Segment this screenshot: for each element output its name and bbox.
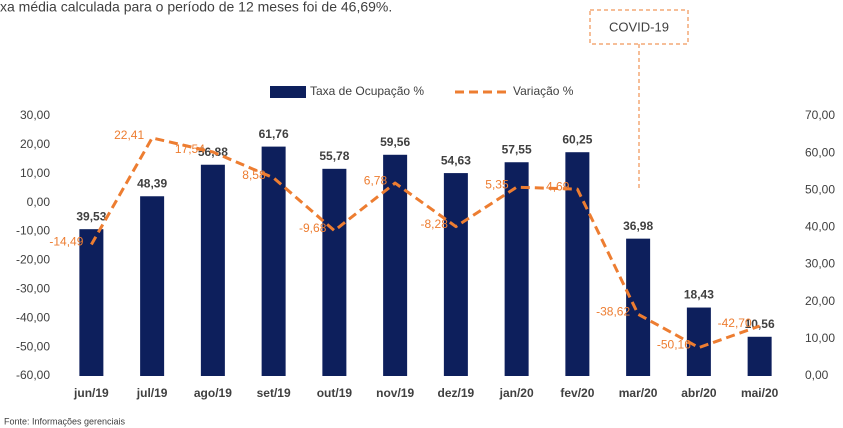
bar-value-label: 59,56 <box>380 135 410 149</box>
bar-value-label: 54,63 <box>441 153 471 167</box>
line-value-label: 6,78 <box>364 173 388 187</box>
subtitle: xa média calculada para o período de 12 … <box>0 0 392 15</box>
bar <box>626 238 651 376</box>
x-tick-label: jun/19 <box>73 386 109 400</box>
bar <box>79 229 104 376</box>
line-value-label: 5,35 <box>485 177 509 191</box>
bar <box>261 146 286 376</box>
line-value-label: 8,58 <box>242 168 266 182</box>
y-tick-label: 0,00 <box>27 195 51 209</box>
y-tick-label: 30,00 <box>20 108 50 122</box>
y2-tick-label: 70,00 <box>805 108 835 122</box>
y-tick-label: -40,00 <box>16 310 50 324</box>
x-tick-label: out/19 <box>317 386 353 400</box>
line-value-label: -8,28 <box>421 217 449 231</box>
x-tick-label: abr/20 <box>681 386 717 400</box>
bar <box>322 168 347 376</box>
y-tick-label: -10,00 <box>16 224 50 238</box>
line-value-label: -50,16 <box>657 338 691 352</box>
line-value-label: 17,54 <box>175 142 205 156</box>
legend-label: Taxa de Ocupação % <box>310 84 424 98</box>
y2-tick-label: 10,00 <box>805 331 835 345</box>
y-tick-label: -50,00 <box>16 339 50 353</box>
x-tick-label: dez/19 <box>438 386 475 400</box>
bar-value-label: 36,98 <box>623 219 653 233</box>
bar-value-label: 57,55 <box>502 142 532 156</box>
x-tick-label: jan/20 <box>499 386 534 400</box>
annotation: COVID-19 <box>609 19 669 34</box>
bar <box>443 173 468 376</box>
y-tick-label: -30,00 <box>16 282 50 296</box>
bar-value-label: 61,76 <box>259 127 289 141</box>
line-value-label: -9,68 <box>299 221 327 235</box>
legend-swatch <box>270 86 306 98</box>
bar-value-label: 48,39 <box>137 176 167 190</box>
bar <box>383 154 408 376</box>
bar <box>200 164 225 376</box>
legend-label: Variação % <box>513 84 574 98</box>
bar <box>504 162 529 376</box>
line-value-label: 4,69 <box>546 179 570 193</box>
y2-tick-label: 20,00 <box>805 294 835 308</box>
annotation-box <box>589 9 689 45</box>
y2-tick-label: 60,00 <box>805 145 835 159</box>
x-tick-label: ago/19 <box>194 386 232 400</box>
bar-value-label: 60,25 <box>562 132 592 146</box>
line-value-label: -14,49 <box>49 235 83 249</box>
source: Fonte: Informações gerenciais <box>4 416 126 426</box>
x-tick-label: set/19 <box>257 386 291 400</box>
line-value-label: 22,41 <box>114 128 144 142</box>
bar-value-label: 18,43 <box>684 288 714 302</box>
line-value-label: -38,62 <box>596 304 630 318</box>
bar-value-label: 10,56 <box>745 317 775 331</box>
y-tick-label: -20,00 <box>16 253 50 267</box>
bar-value-label: 39,53 <box>76 209 106 223</box>
y2-tick-label: 30,00 <box>805 257 835 271</box>
y-tick-label: 10,00 <box>20 166 50 180</box>
bar <box>747 336 772 376</box>
x-tick-label: fev/20 <box>560 386 594 400</box>
y2-tick-label: 40,00 <box>805 220 835 234</box>
line <box>90 136 761 350</box>
x-tick-label: nov/19 <box>376 386 414 400</box>
x-tick-label: mai/20 <box>741 386 779 400</box>
y2-tick-label: 0,00 <box>805 368 829 382</box>
y-tick-label: 20,00 <box>20 137 50 151</box>
bar-value-label: 55,78 <box>319 149 349 163</box>
bar <box>140 196 165 376</box>
x-tick-label: mar/20 <box>619 386 658 400</box>
y-tick-label: -60,00 <box>16 368 50 382</box>
x-tick-label: jul/19 <box>136 386 168 400</box>
line-value-label: -42,70 <box>718 316 752 330</box>
y2-tick-label: 50,00 <box>805 182 835 196</box>
